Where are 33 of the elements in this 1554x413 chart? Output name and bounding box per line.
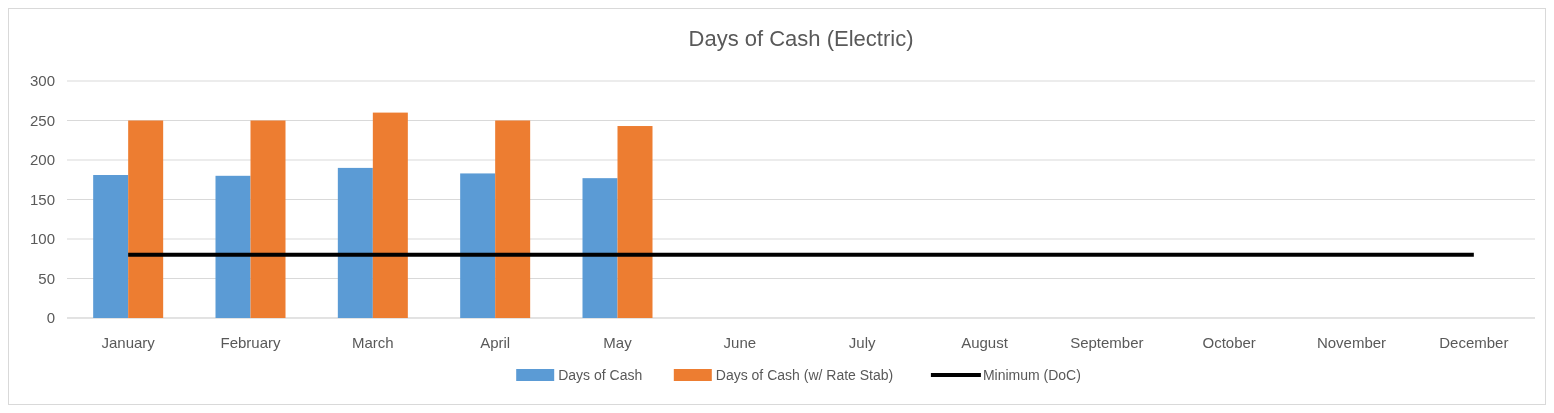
- bar: [582, 178, 618, 318]
- y-tick-label: 150: [29, 190, 55, 208]
- x-tick-label: March: [351, 334, 394, 351]
- x-tick-label: December: [1439, 334, 1509, 351]
- y-tick-label: 200: [29, 151, 55, 169]
- bar: [128, 120, 164, 318]
- y-tick-label: 300: [29, 72, 55, 90]
- x-tick-label: October: [1202, 334, 1256, 351]
- y-tick-label: 0: [46, 309, 55, 327]
- legend-label: Minimum (DoC): [982, 367, 1081, 383]
- bar: [93, 175, 129, 318]
- x-tick-label: January: [101, 334, 156, 351]
- legend-label: Days of Cash (w/ Rate Stab): [715, 367, 894, 383]
- bar: [337, 167, 373, 318]
- x-tick-label: November: [1316, 334, 1387, 351]
- y-tick-label: 50: [38, 269, 55, 287]
- legend-label: Days of Cash: [558, 367, 643, 383]
- x-tick-label: April: [480, 334, 511, 351]
- bar: [372, 112, 408, 318]
- x-tick-label: May: [603, 334, 633, 351]
- x-tick-label: July: [848, 334, 876, 351]
- bar: [460, 173, 496, 318]
- bar: [215, 175, 251, 318]
- x-tick-label: February: [220, 334, 282, 351]
- chart-title: Days of Cash (Electric): [688, 26, 914, 51]
- bar: [250, 120, 286, 318]
- x-tick-label: August: [961, 334, 1009, 351]
- bar: [495, 120, 531, 318]
- y-tick-label: 100: [29, 230, 55, 248]
- x-tick-label: September: [1070, 334, 1144, 351]
- bar: [617, 126, 653, 318]
- x-tick-label: June: [723, 334, 757, 351]
- y-tick-label: 250: [29, 111, 55, 129]
